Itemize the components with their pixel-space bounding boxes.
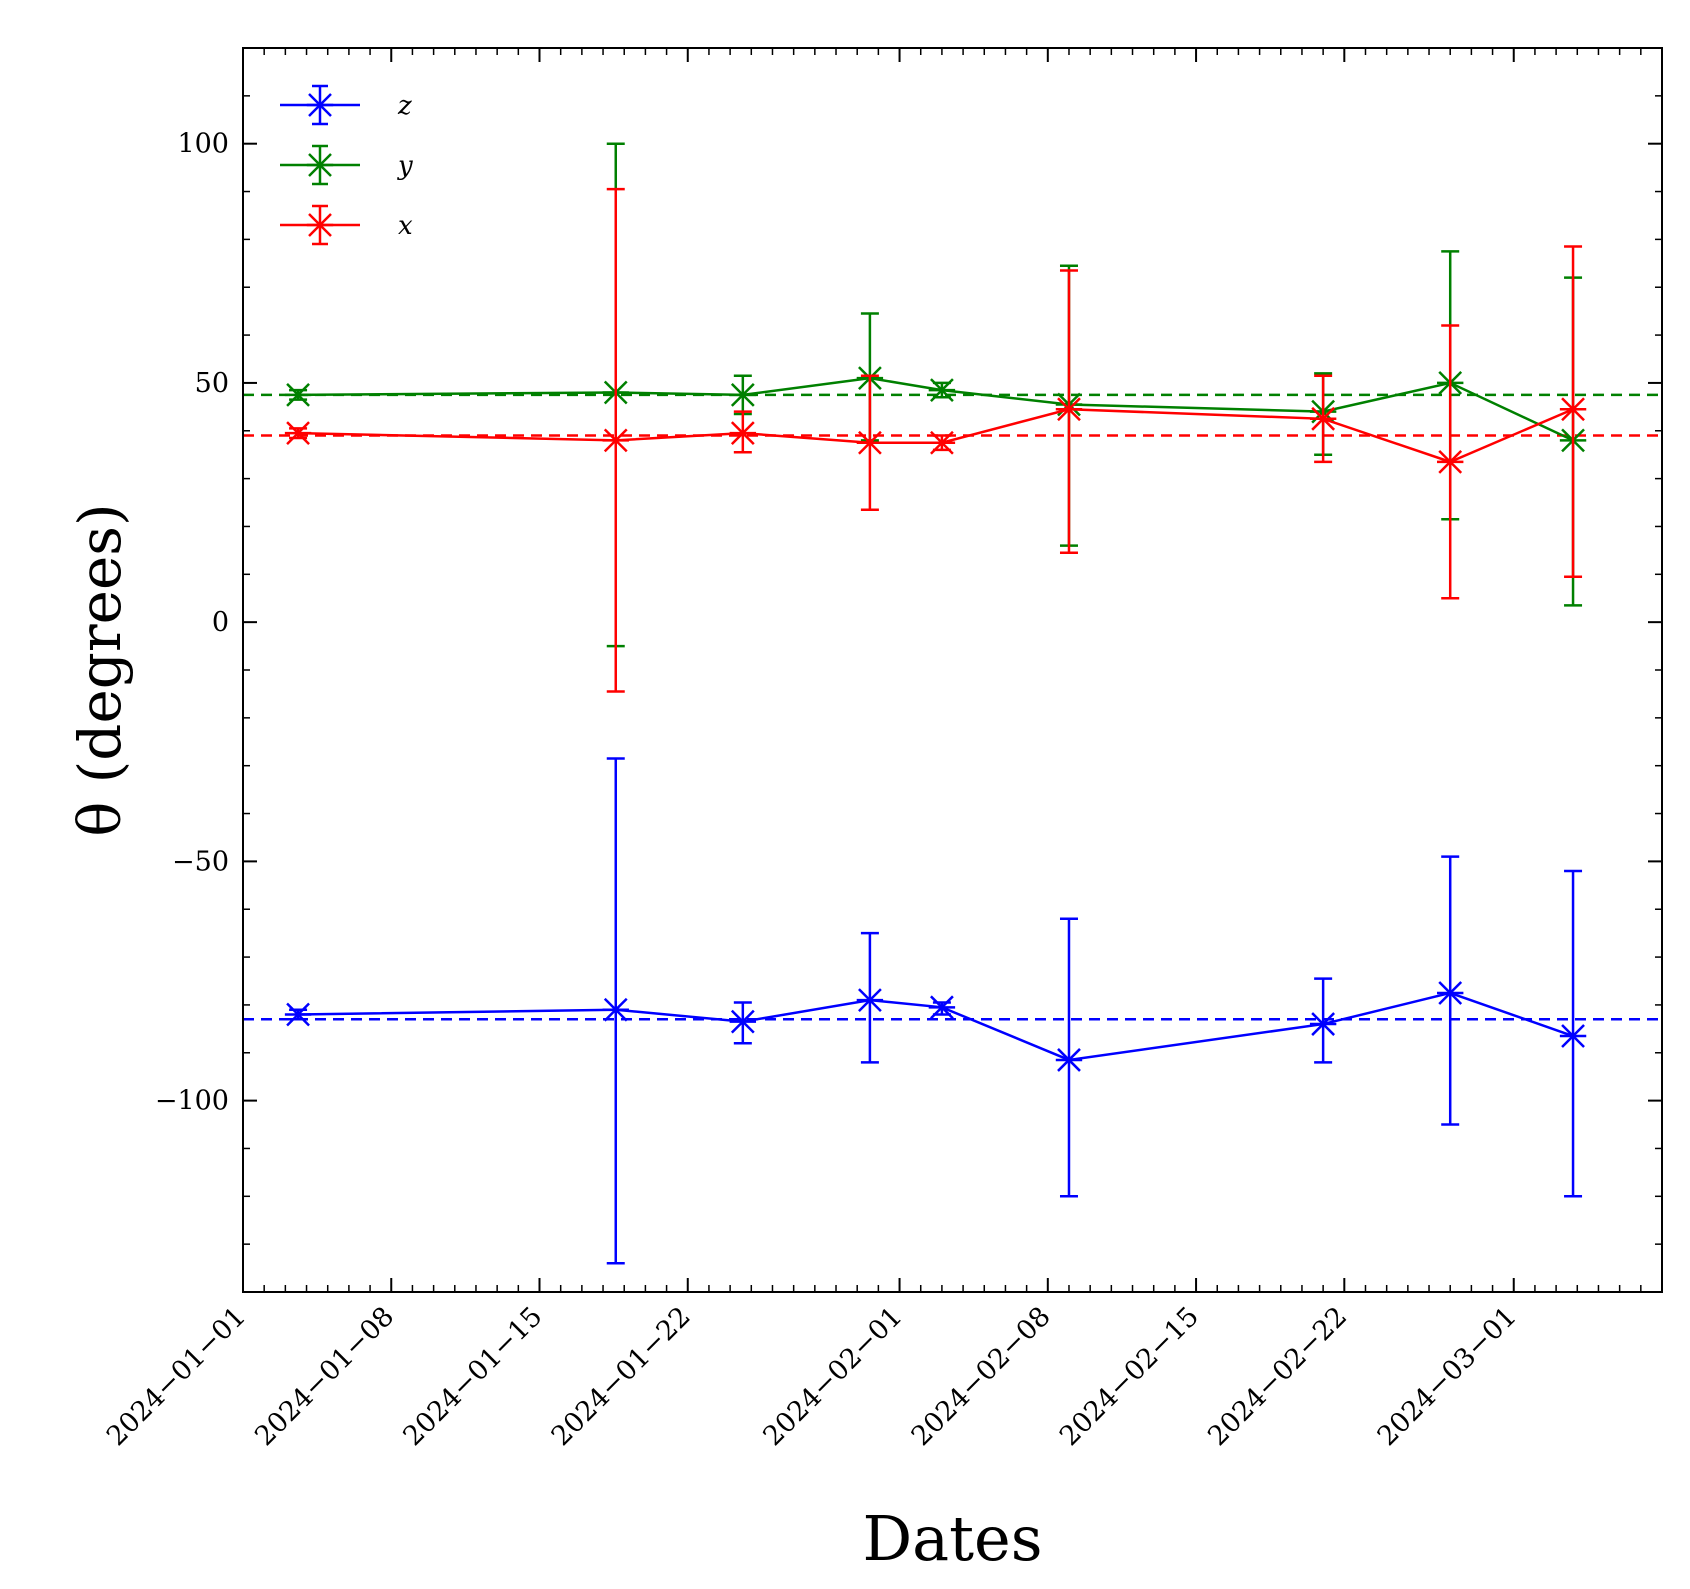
x-tick-label: 2024−02−08 <box>906 1301 1057 1452</box>
series-x <box>284 187 1587 693</box>
mean-lines <box>243 393 1662 1021</box>
y-tick-label: 50 <box>195 368 229 399</box>
legend-label: x <box>398 211 413 241</box>
x-tick-labels: 2024−01−012024−01−082024−01−152024−01−22… <box>101 1301 1523 1452</box>
legend-entry-x: x <box>280 204 413 246</box>
x-tick-label: 2024−01−01 <box>101 1301 252 1452</box>
plot-frame <box>242 47 1663 1293</box>
x-tick-label: 2024−02−22 <box>1202 1301 1353 1452</box>
y-tick-label: −100 <box>155 1086 229 1117</box>
legend: zyx <box>280 84 413 246</box>
x-tick-label: 2024−01−22 <box>546 1301 697 1452</box>
legend-label: z <box>397 91 412 121</box>
series-line-y <box>298 376 1574 442</box>
x-tick-label: 2024−02−15 <box>1054 1301 1205 1452</box>
x-tick-label: 2024−01−08 <box>249 1301 400 1452</box>
legend-entry-y: y <box>280 144 413 186</box>
y-tick-label: 100 <box>177 129 229 160</box>
y-axis-label: θ (degrees) <box>66 503 134 836</box>
series-z <box>284 757 1587 1265</box>
x-tick-label: 2024−03−01 <box>1372 1301 1523 1452</box>
legend-entry-z: z <box>280 84 412 126</box>
y-tick-labels: 100 50 0 −50 −100 <box>155 129 229 1117</box>
y-tick-label: −50 <box>172 846 229 877</box>
series-layer <box>284 142 1587 1265</box>
legend-label: y <box>397 151 413 181</box>
y-tick-label: 0 <box>212 607 229 638</box>
x-tick-label: 2024−01−15 <box>397 1301 548 1452</box>
x-tick-label: 2024−02−01 <box>757 1301 908 1452</box>
x-axis-label: Dates <box>862 1502 1042 1575</box>
